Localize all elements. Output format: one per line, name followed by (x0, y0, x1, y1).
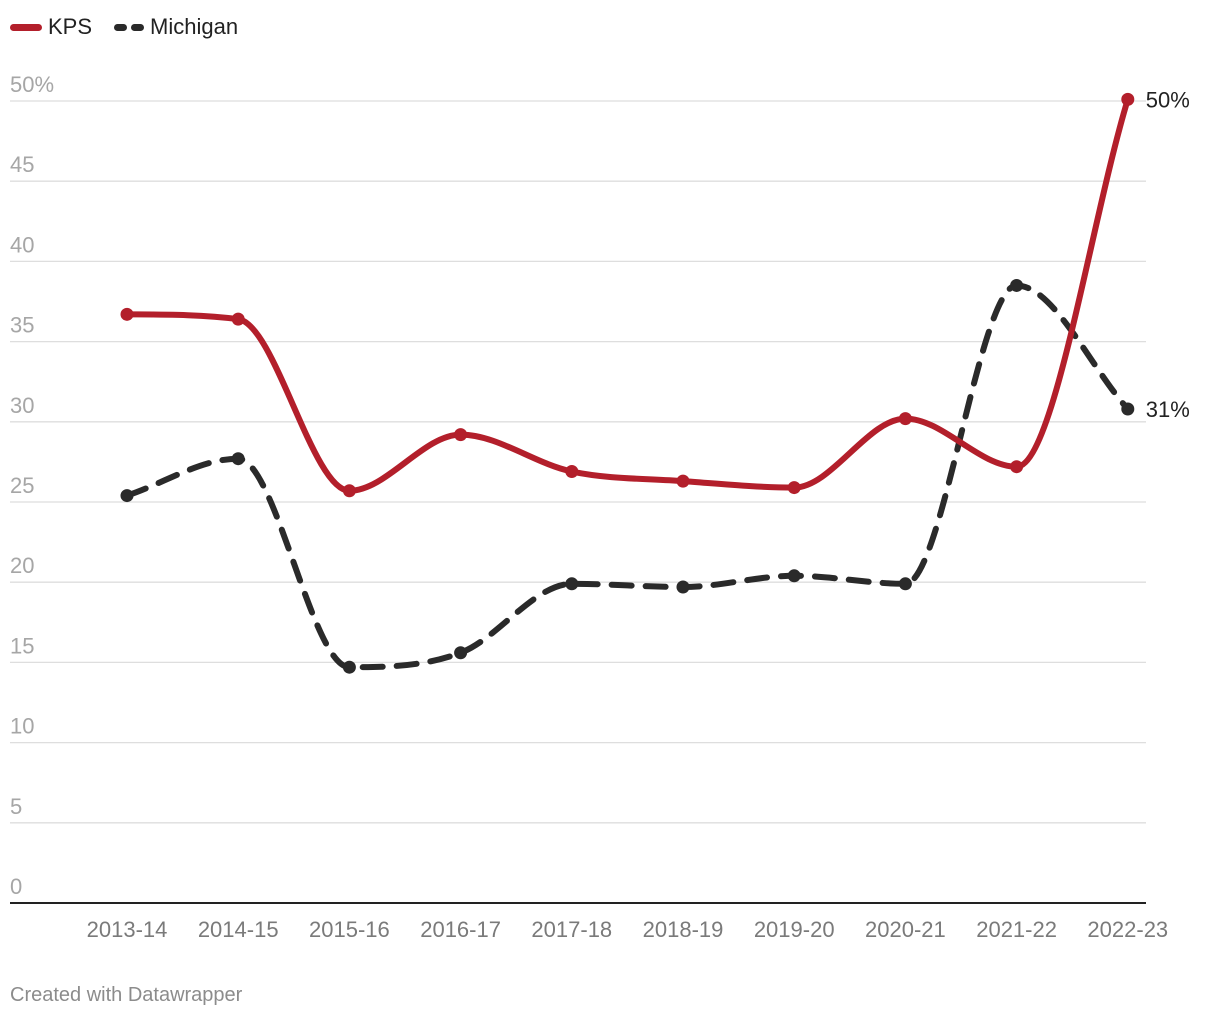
x-tick-label: 2020-21 (865, 917, 946, 942)
y-tick-label: 20 (10, 553, 34, 578)
y-tick-label: 30 (10, 393, 34, 418)
data-point-kps-2016-17 (454, 428, 468, 442)
footer-credit: Created with Datawrapper (10, 984, 243, 1006)
data-point-michigan-2021-22 (1010, 278, 1024, 292)
x-tick-label: 2016-17 (420, 917, 501, 942)
data-point-kps-2020-21 (898, 412, 912, 426)
data-point-kps-2022-23 (1121, 92, 1135, 106)
legend-item-kps: KPS (10, 14, 92, 40)
data-point-michigan-2017-18 (565, 577, 579, 591)
data-point-michigan-2019-20 (787, 569, 801, 583)
y-tick-label: 40 (10, 232, 34, 257)
series-line-michigan (124, 282, 1131, 671)
x-tick-label: 2013-14 (87, 917, 168, 942)
x-tick-label: 2018-19 (643, 917, 724, 942)
data-point-kps-2018-19 (676, 474, 690, 488)
x-tick-label: 2014-15 (198, 917, 279, 942)
end-label-michigan: 31% (1146, 397, 1190, 422)
data-point-kps-2015-16 (342, 484, 356, 498)
data-point-michigan-2016-17 (454, 646, 468, 660)
y-tick-label: 25 (10, 473, 34, 498)
x-tick-label: 2022-23 (1087, 917, 1168, 942)
y-tick-label: 50% (10, 72, 54, 97)
y-tick-label: 5 (10, 794, 22, 819)
data-point-michigan-2014-15 (231, 452, 245, 466)
line-chart: 0 5 10 15 20 25 30 35 40 45 50% 2013-14 2014-15 2015-… (10, 72, 1190, 942)
x-tick-label: 2015-16 (309, 917, 390, 942)
series-line-kps (124, 96, 1131, 494)
legend-swatch-kps (10, 23, 42, 31)
y-tick-label: 10 (10, 714, 34, 739)
x-tick-label: 2021-22 (976, 917, 1057, 942)
legend-label-kps: KPS (48, 14, 93, 39)
chart-legend: KPS Michigan (10, 14, 238, 40)
data-point-kps-2014-15 (231, 312, 245, 326)
data-point-kps-2013-14 (120, 307, 134, 321)
y-tick-label: 15 (10, 633, 34, 658)
y-tick-label: 0 (10, 874, 22, 899)
legend-swatch-michigan (114, 23, 145, 31)
y-tick-label: 45 (10, 152, 34, 177)
legend-item-michigan: Michigan (114, 14, 238, 40)
data-point-michigan-2015-16 (342, 660, 356, 674)
data-point-michigan-2013-14 (120, 489, 134, 503)
data-point-michigan-2020-21 (898, 577, 912, 591)
data-point-michigan-2018-19 (676, 580, 690, 594)
end-label-kps: 50% (1146, 87, 1190, 112)
data-point-kps-2019-20 (787, 481, 801, 495)
legend-label-michigan: Michigan (150, 14, 239, 39)
data-point-kps-2021-22 (1010, 460, 1024, 474)
x-tick-label: 2019-20 (754, 917, 835, 942)
data-point-kps-2017-18 (565, 465, 579, 479)
y-tick-label: 35 (10, 313, 34, 338)
data-point-michigan-2022-23 (1121, 402, 1135, 416)
x-tick-label: 2017-18 (531, 917, 612, 942)
